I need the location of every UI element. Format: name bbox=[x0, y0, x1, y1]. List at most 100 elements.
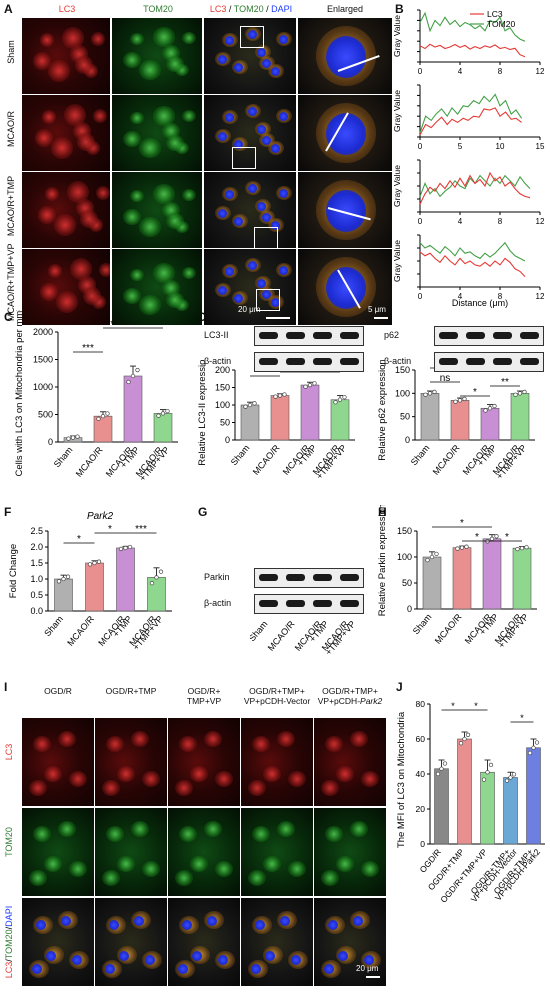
micrograph-merge bbox=[204, 95, 296, 171]
nucleus bbox=[234, 139, 244, 149]
nucleus bbox=[225, 113, 235, 123]
nucleus bbox=[363, 955, 374, 966]
lane-label: MCAO/R bbox=[266, 618, 297, 652]
western-blot-lc3-ii bbox=[254, 326, 364, 346]
panel-b-line-profiles: 0 4 8 12 Gray Value 0 5 10 15 Gray Value 0 4 8 12 Gray… bbox=[392, 9, 545, 308]
protein-band bbox=[259, 358, 278, 365]
significance-label: ** bbox=[501, 377, 509, 388]
y-tick-label: 1.0 bbox=[30, 574, 43, 584]
cell-signal bbox=[262, 856, 281, 873]
cell-signal bbox=[204, 731, 222, 748]
micrograph-merge bbox=[168, 898, 240, 986]
micrograph-red bbox=[22, 718, 94, 806]
row-label-merge_dapi: DAPI bbox=[4, 905, 14, 927]
cell-signal bbox=[77, 133, 96, 151]
row-label: MCAO/R+TMP+VP bbox=[6, 243, 16, 321]
scale-bar bbox=[266, 317, 290, 319]
nucleus bbox=[326, 36, 366, 78]
bar bbox=[480, 407, 500, 441]
panel-label-f: F bbox=[4, 505, 12, 519]
significance-label: * bbox=[505, 532, 509, 543]
nucleus bbox=[206, 915, 217, 926]
y-tick-label: 500 bbox=[38, 410, 53, 420]
data-point bbox=[488, 762, 494, 768]
panel-label-i: I bbox=[4, 680, 8, 694]
cell-signal bbox=[141, 860, 160, 877]
data-point bbox=[517, 391, 523, 396]
nucleus bbox=[178, 964, 189, 974]
protein-band bbox=[286, 574, 305, 581]
nucleus bbox=[290, 955, 301, 966]
y-tick-label: 0.5 bbox=[30, 590, 43, 600]
lc3-profile-line bbox=[419, 251, 526, 277]
protein-band bbox=[466, 358, 485, 365]
y-tick-label: 1000 bbox=[33, 382, 53, 392]
data-point bbox=[154, 575, 159, 580]
data-point bbox=[519, 546, 525, 551]
nucleus bbox=[248, 184, 258, 194]
x-tick-label: 10 bbox=[496, 142, 505, 151]
column-header-line: OGD/R+TMP+ bbox=[322, 686, 378, 696]
cell-signal bbox=[214, 770, 233, 787]
nucleus bbox=[133, 915, 144, 926]
y-axis-label: Relative Parkin expression bbox=[377, 505, 388, 616]
y-tick-label: 150 bbox=[397, 526, 412, 536]
x-tick-label: 4 bbox=[458, 217, 463, 226]
bar bbox=[526, 747, 541, 845]
data-point bbox=[105, 411, 110, 416]
panel-label-d: D bbox=[198, 310, 207, 324]
micrograph-green bbox=[112, 172, 202, 248]
cell-signal bbox=[37, 206, 56, 225]
protein-band bbox=[286, 600, 305, 607]
micrograph-red bbox=[22, 18, 110, 94]
micrograph-red bbox=[22, 249, 110, 325]
cell-signal bbox=[166, 56, 184, 72]
nucleus bbox=[278, 265, 288, 275]
cell-signal bbox=[51, 136, 74, 159]
nucleus bbox=[217, 132, 227, 142]
nucleus bbox=[352, 915, 363, 926]
western-blot-p62 bbox=[434, 326, 544, 346]
panel-label-b: B bbox=[395, 2, 404, 16]
cell-signal bbox=[139, 59, 161, 80]
protein-band bbox=[286, 358, 305, 365]
significance-label: * bbox=[473, 387, 477, 398]
data-point bbox=[513, 392, 518, 397]
bar bbox=[240, 404, 260, 441]
cell-signal bbox=[166, 134, 184, 151]
data-point bbox=[439, 766, 444, 771]
nucleus bbox=[271, 297, 281, 307]
significance-label: *** bbox=[135, 524, 147, 535]
bar bbox=[330, 399, 350, 441]
micrograph-merge bbox=[204, 18, 296, 94]
cell-signal bbox=[321, 779, 340, 796]
cell-signal bbox=[166, 291, 184, 308]
cell-signal bbox=[248, 869, 267, 886]
western-blot-beta-actin bbox=[254, 352, 364, 372]
cell-signal bbox=[56, 290, 79, 313]
significance-label: * bbox=[108, 524, 112, 535]
data-point bbox=[87, 562, 93, 567]
nucleus bbox=[278, 34, 288, 44]
nucleus bbox=[225, 36, 235, 46]
x-category-label: Sham bbox=[52, 445, 75, 469]
cell-signal bbox=[182, 188, 197, 201]
data-point bbox=[130, 373, 136, 379]
cell-signal bbox=[182, 31, 197, 44]
column-header: OGD/R+TMP bbox=[95, 686, 167, 696]
data-point bbox=[337, 397, 343, 402]
cell-signal bbox=[29, 869, 48, 886]
x-category-label: MCAO/R bbox=[433, 611, 464, 645]
data-point bbox=[464, 544, 469, 549]
data-point bbox=[127, 544, 133, 550]
cell-signal bbox=[98, 262, 110, 277]
cell-signal bbox=[139, 295, 161, 316]
nucleus bbox=[278, 188, 288, 198]
x-category-label: Sham bbox=[42, 614, 65, 638]
merge-head-dapi: DAPI bbox=[271, 4, 293, 14]
micrograph-green bbox=[112, 95, 202, 171]
y-axis-label: Relative p62 expression bbox=[377, 360, 388, 461]
nucleus bbox=[257, 47, 267, 57]
protein-band bbox=[439, 332, 458, 339]
